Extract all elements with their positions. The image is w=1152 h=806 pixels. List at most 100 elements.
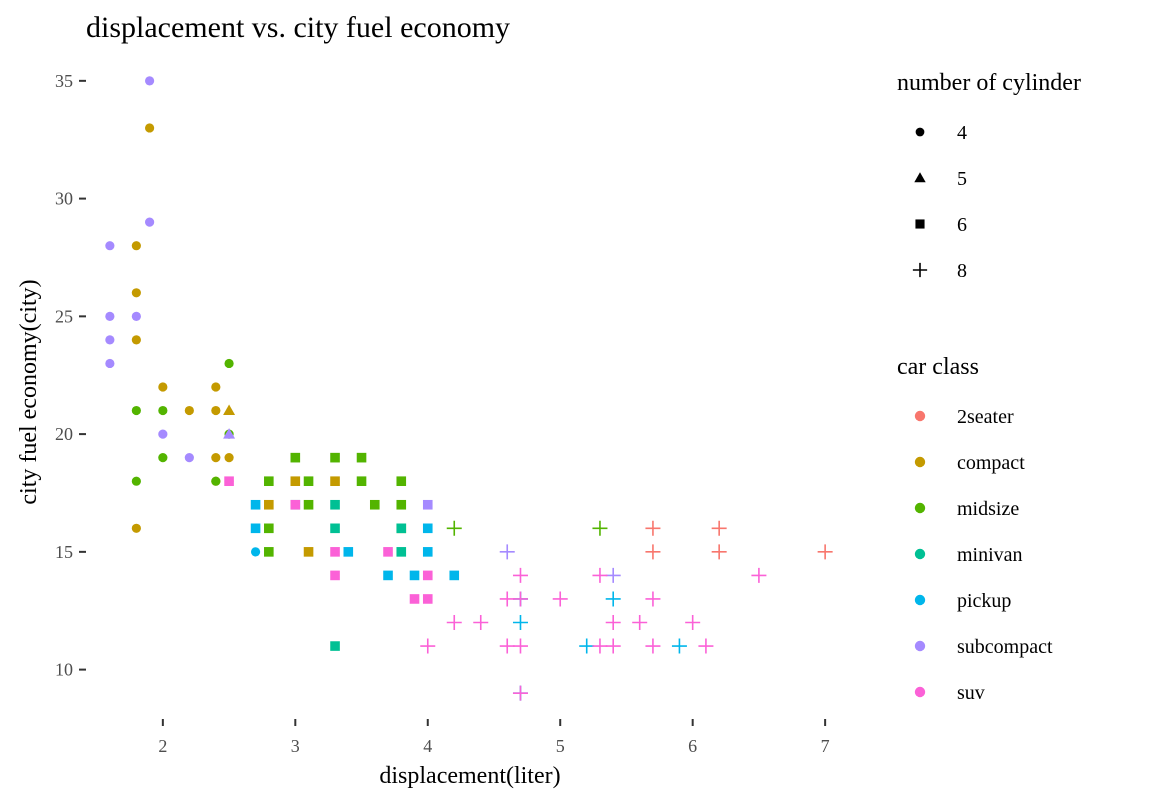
x-tick-label: 5 bbox=[556, 736, 565, 756]
data-point bbox=[211, 405, 221, 416]
data-point bbox=[592, 638, 608, 654]
data-point bbox=[512, 567, 528, 583]
data-point bbox=[512, 685, 528, 701]
data-point bbox=[605, 638, 621, 654]
data-point bbox=[685, 615, 701, 631]
data-point bbox=[446, 520, 462, 536]
data-point bbox=[632, 615, 648, 631]
data-point bbox=[105, 358, 115, 369]
data-point bbox=[330, 476, 340, 487]
data-point bbox=[383, 570, 393, 581]
data-point bbox=[422, 523, 433, 534]
data-point bbox=[512, 591, 528, 607]
data-point bbox=[264, 499, 274, 510]
data-point bbox=[396, 547, 407, 557]
data-point bbox=[303, 547, 314, 557]
data-point bbox=[303, 476, 314, 487]
data-point bbox=[356, 476, 367, 487]
data-point bbox=[330, 641, 340, 651]
data-point bbox=[499, 544, 515, 560]
data-point bbox=[105, 241, 115, 251]
data-point bbox=[698, 638, 714, 654]
shape-legend: number of cylinder 4 5 6 8 bbox=[897, 70, 1081, 282]
y-tick-label: 35 bbox=[55, 71, 73, 91]
data-point bbox=[224, 453, 234, 463]
data-point bbox=[211, 476, 221, 486]
data-point bbox=[356, 452, 367, 463]
y-tick-label: 30 bbox=[55, 189, 73, 209]
color-legend-title: car class bbox=[897, 354, 979, 380]
data-point bbox=[592, 567, 608, 583]
x-tick-label: 7 bbox=[821, 736, 830, 756]
data-point bbox=[645, 544, 661, 560]
data-point bbox=[499, 638, 515, 654]
data-point bbox=[184, 453, 194, 463]
data-point bbox=[223, 428, 236, 439]
data-point bbox=[131, 405, 141, 416]
data-point bbox=[264, 476, 274, 487]
shape-legend-label: 5 bbox=[957, 168, 967, 190]
data-point bbox=[671, 638, 687, 654]
legend-key-circle-icon bbox=[915, 127, 925, 137]
data-point bbox=[449, 570, 460, 581]
data-point bbox=[711, 520, 727, 536]
y-axis-title: city fuel economy(city) bbox=[16, 279, 42, 504]
data-point bbox=[330, 452, 340, 463]
color-legend-label: subcompact bbox=[957, 636, 1053, 658]
x-axis: 2 3 4 5 6 7 bbox=[158, 719, 830, 756]
color-legend-label: compact bbox=[957, 452, 1025, 474]
data-point bbox=[512, 615, 528, 631]
y-tick-label: 10 bbox=[55, 660, 73, 680]
y-tick-label: 20 bbox=[55, 424, 73, 444]
data-point bbox=[420, 638, 436, 654]
color-legend-label: pickup bbox=[957, 590, 1011, 612]
legend-key-square-icon bbox=[915, 219, 925, 229]
data-point bbox=[579, 638, 595, 654]
data-point bbox=[605, 615, 621, 631]
color-legend-label: suv bbox=[957, 682, 985, 704]
data-point bbox=[605, 591, 621, 607]
data-point bbox=[422, 499, 433, 510]
data-point bbox=[264, 523, 274, 534]
data-point bbox=[499, 591, 515, 607]
data-point bbox=[512, 638, 528, 654]
data-point bbox=[343, 547, 354, 557]
data-point bbox=[711, 544, 727, 560]
data-point bbox=[446, 615, 462, 631]
data-point bbox=[158, 405, 168, 416]
data-point bbox=[290, 499, 301, 510]
data-points bbox=[105, 76, 833, 701]
legend-swatch-subcompact bbox=[914, 640, 926, 652]
legend-swatch-midsize bbox=[914, 502, 926, 514]
data-point bbox=[105, 311, 115, 321]
x-tick-label: 3 bbox=[291, 736, 300, 756]
data-point bbox=[605, 567, 621, 583]
data-point bbox=[330, 570, 340, 581]
data-point bbox=[422, 594, 433, 604]
shape-legend-title: number of cylinder bbox=[897, 70, 1081, 96]
data-point bbox=[751, 567, 767, 583]
y-axis: 10 15 20 25 30 35 bbox=[55, 71, 86, 680]
legend-key-triangle-icon bbox=[914, 172, 926, 183]
x-axis-title: displacement(liter) bbox=[379, 763, 560, 789]
data-point bbox=[369, 499, 380, 510]
data-point bbox=[145, 76, 155, 86]
data-point bbox=[145, 123, 155, 133]
shape-legend-label: 4 bbox=[957, 122, 967, 144]
data-point bbox=[131, 288, 141, 298]
data-point bbox=[224, 358, 234, 369]
data-point bbox=[131, 335, 141, 345]
data-point bbox=[396, 523, 407, 534]
data-point bbox=[211, 453, 221, 463]
legend-swatch-minivan bbox=[914, 548, 926, 560]
data-point bbox=[645, 591, 661, 607]
data-point bbox=[264, 547, 274, 557]
color-legend: car class 2seater compact midsize minivan pi… bbox=[897, 354, 1053, 704]
shape-legend-label: 8 bbox=[957, 260, 967, 282]
legend-swatch-2seater bbox=[914, 410, 926, 422]
data-point bbox=[290, 452, 301, 463]
data-point bbox=[330, 523, 340, 534]
legend-key-plus-icon bbox=[912, 262, 928, 278]
y-tick-label: 15 bbox=[55, 542, 73, 562]
data-point bbox=[158, 429, 168, 439]
